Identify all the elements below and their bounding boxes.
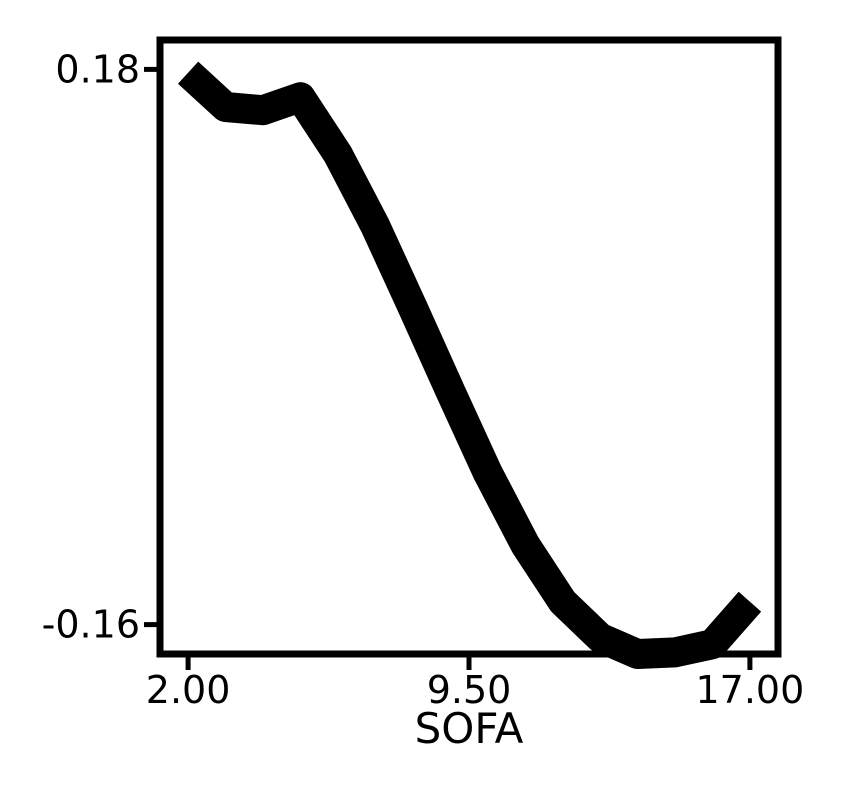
x-tick-label-0: 2.00	[146, 668, 231, 712]
y-tick-label-1: -0.16	[42, 603, 140, 647]
x-tick-label-1: 9.50	[427, 668, 512, 712]
x-tick-label-2: 17.00	[696, 668, 805, 712]
y-tick-label-0: 0.18	[55, 47, 140, 91]
x-axis-title: SOFA	[415, 704, 524, 753]
ticks-layer: 2.00 9.50 17.00 0.18 -0.16	[42, 47, 805, 712]
plot-background	[160, 40, 778, 654]
